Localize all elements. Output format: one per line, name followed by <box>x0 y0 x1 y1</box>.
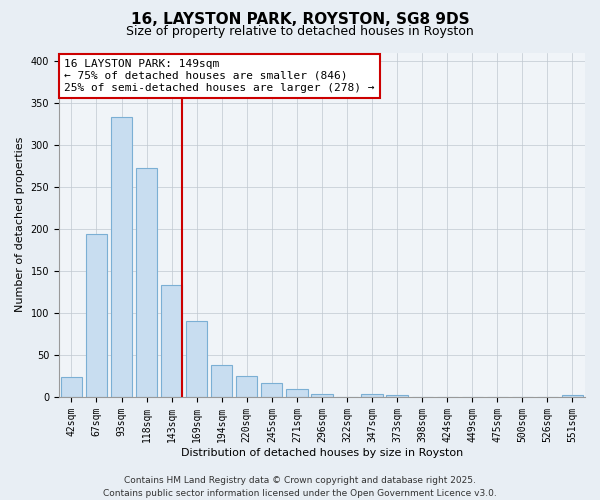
Bar <box>111 117 132 397</box>
Bar <box>186 322 208 397</box>
Bar <box>211 365 232 397</box>
Bar <box>236 376 257 397</box>
Bar <box>261 382 283 397</box>
Text: 16 LAYSTON PARK: 149sqm
← 75% of detached houses are smaller (846)
25% of semi-d: 16 LAYSTON PARK: 149sqm ← 75% of detache… <box>64 60 374 92</box>
Bar <box>286 390 308 397</box>
Bar <box>562 396 583 397</box>
Text: 16, LAYSTON PARK, ROYSTON, SG8 9DS: 16, LAYSTON PARK, ROYSTON, SG8 9DS <box>131 12 469 28</box>
Bar <box>386 396 408 397</box>
Text: Contains HM Land Registry data © Crown copyright and database right 2025.
Contai: Contains HM Land Registry data © Crown c… <box>103 476 497 498</box>
Y-axis label: Number of detached properties: Number of detached properties <box>15 137 25 312</box>
Bar <box>136 168 157 397</box>
Bar <box>311 394 332 397</box>
Bar <box>61 377 82 397</box>
Bar <box>361 394 383 397</box>
X-axis label: Distribution of detached houses by size in Royston: Distribution of detached houses by size … <box>181 448 463 458</box>
Text: Size of property relative to detached houses in Royston: Size of property relative to detached ho… <box>126 25 474 38</box>
Bar <box>161 285 182 397</box>
Bar <box>86 234 107 397</box>
